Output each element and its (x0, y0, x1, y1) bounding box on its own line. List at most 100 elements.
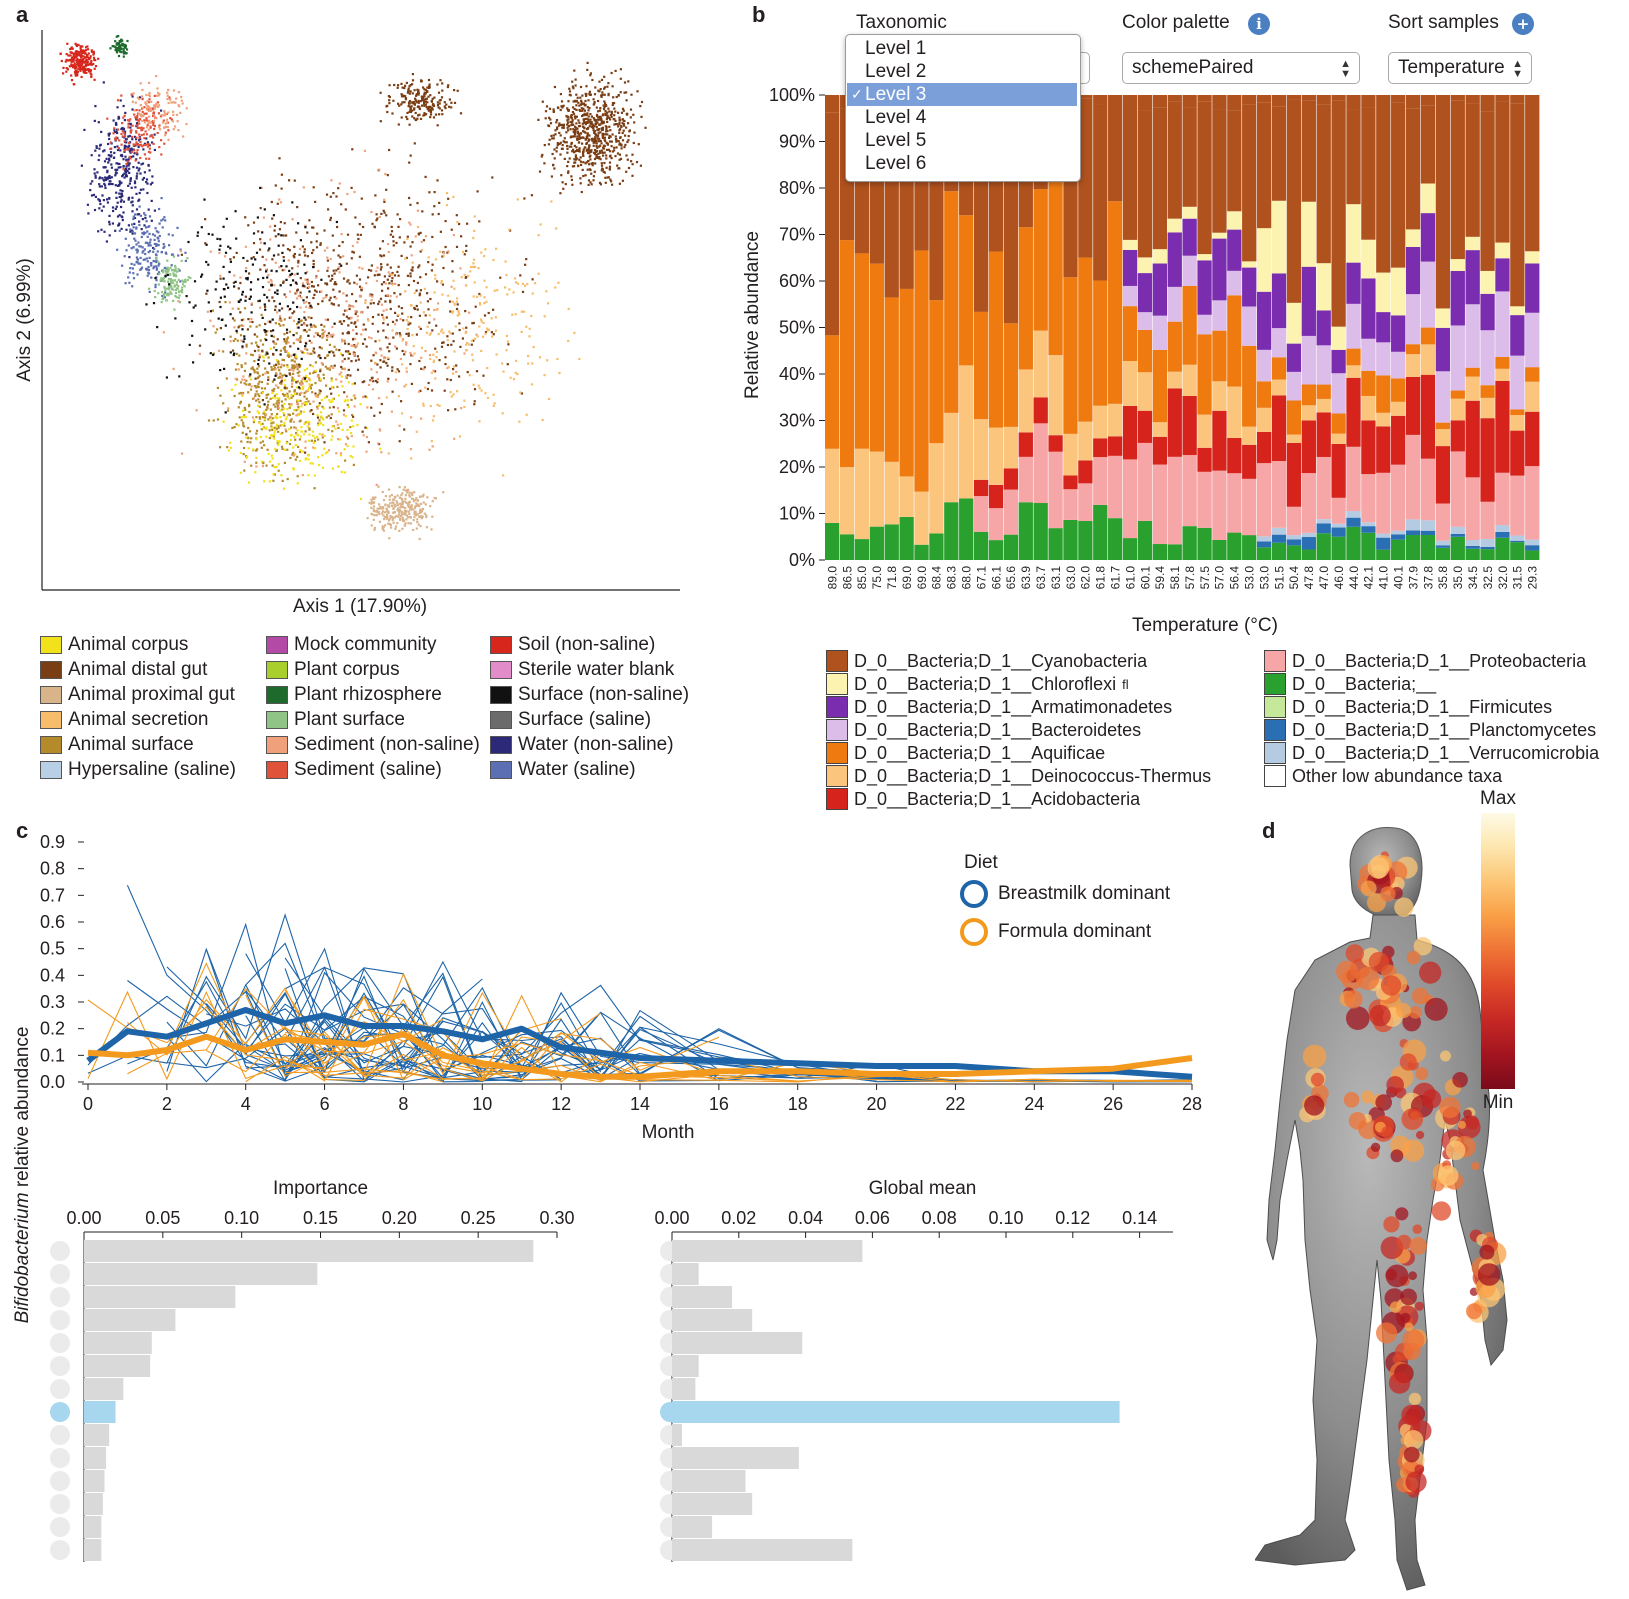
scatter-point (250, 302, 254, 305)
scatter-point (446, 366, 449, 370)
color-palette-select[interactable]: schemePaired ▲ ▼ (1122, 52, 1360, 84)
scatter-point (244, 408, 247, 411)
info-icon[interactable]: i (1248, 13, 1270, 35)
scatter-point (84, 68, 87, 71)
scatter-point (354, 346, 357, 349)
scatter-point (155, 268, 158, 271)
scatter-point (360, 289, 363, 292)
dropdown-option[interactable]: Level 1 (847, 37, 1077, 60)
scatter-point (409, 272, 412, 275)
scatter-point (113, 151, 116, 154)
scatter-point (574, 84, 577, 87)
scatter-point (415, 504, 418, 507)
scatter-point (408, 100, 412, 103)
scatter-point (323, 229, 326, 232)
scatter-point (381, 506, 385, 509)
scatter-point (578, 121, 581, 124)
scatter-point (163, 126, 166, 129)
taxonomic-level-dropdown[interactable]: Level 1 Level 2 ✓ Level 3 Level 4 Level 5 Leve… (845, 34, 1081, 182)
scatter-point (303, 422, 306, 425)
scatter-point (570, 114, 573, 117)
scatter-point (308, 306, 311, 309)
bar-segment (1331, 497, 1346, 524)
scatter-point (305, 300, 308, 303)
scatter-point (404, 500, 407, 503)
bar-segment (1093, 504, 1108, 560)
scatter-point (301, 402, 304, 405)
bar-segment (1182, 364, 1197, 396)
scatter-point (274, 447, 277, 451)
scatter-point (338, 262, 341, 266)
scatter-point (100, 228, 103, 231)
scatter-point (249, 430, 252, 433)
scatter-point (410, 316, 413, 319)
scatter-point (399, 357, 402, 361)
scatter-point (617, 94, 620, 97)
scatter-point (346, 233, 350, 236)
scatter-point (587, 134, 590, 137)
scatter-point (243, 446, 246, 450)
scatter-point (145, 157, 148, 160)
dropdown-option[interactable]: Level 6 (847, 152, 1077, 175)
add-sort-icon[interactable]: + (1512, 13, 1534, 35)
scatter-point (87, 63, 90, 66)
scatter-point (611, 133, 614, 136)
scatter-point (262, 276, 265, 280)
scatter-point (373, 414, 376, 417)
scatter-point (303, 323, 306, 326)
scatter-point (322, 334, 325, 337)
bar-segment (1316, 104, 1331, 264)
bar-segment (1271, 357, 1287, 380)
scatter-point (252, 232, 256, 235)
scatter-point (147, 150, 151, 153)
bar-segment (1361, 532, 1376, 560)
scatter-point (562, 123, 565, 126)
scatter-point (301, 245, 304, 248)
scatter-point (179, 248, 182, 251)
scatter-point (598, 145, 601, 148)
scatter-point (343, 448, 346, 451)
scatter-point (594, 150, 598, 153)
scatter-point (170, 292, 173, 295)
scatter-point (417, 266, 420, 269)
scatter-point (384, 524, 387, 527)
sort-samples-select[interactable]: Temperature ▲ ▼ (1388, 52, 1532, 84)
scatter-point (119, 50, 122, 53)
scatter-point (605, 166, 608, 169)
scatter-point (230, 388, 233, 391)
scatter-point (129, 267, 132, 270)
scatter-point (117, 45, 120, 48)
scatter-point (153, 265, 156, 268)
scatter-point (136, 124, 139, 127)
scatter-point (274, 342, 277, 345)
scatter-point (601, 114, 604, 117)
dropdown-option[interactable]: Level 4 (847, 106, 1077, 129)
scatter-point (174, 317, 177, 320)
scatter-point (138, 191, 141, 195)
scatter-point (486, 327, 489, 330)
scatter-point (288, 442, 292, 446)
dropdown-option[interactable]: Level 2 (847, 60, 1077, 83)
scatter-point (124, 282, 127, 285)
scatter-point (573, 69, 576, 72)
bar-segment (1286, 99, 1302, 303)
scatter-point (147, 93, 151, 97)
bar-segment (1167, 371, 1182, 389)
scatter-point (400, 505, 403, 508)
bar-segment (1391, 539, 1406, 560)
scatter-point (139, 268, 142, 271)
scatter-point (283, 348, 286, 351)
scatter-point (417, 99, 420, 102)
scatter-point (292, 372, 295, 375)
scatter-point (543, 144, 546, 147)
scatter-point (575, 115, 578, 118)
scatter-point (177, 285, 180, 288)
scatter-point (405, 115, 408, 118)
bar-segment (1227, 211, 1242, 230)
scatter-point (581, 152, 585, 155)
dropdown-option[interactable]: Level 5 (847, 129, 1077, 152)
scatter-point (431, 515, 434, 518)
scatter-point (292, 301, 295, 304)
scatter-point (465, 275, 468, 279)
dropdown-option[interactable]: ✓ Level 3 (847, 83, 1077, 106)
